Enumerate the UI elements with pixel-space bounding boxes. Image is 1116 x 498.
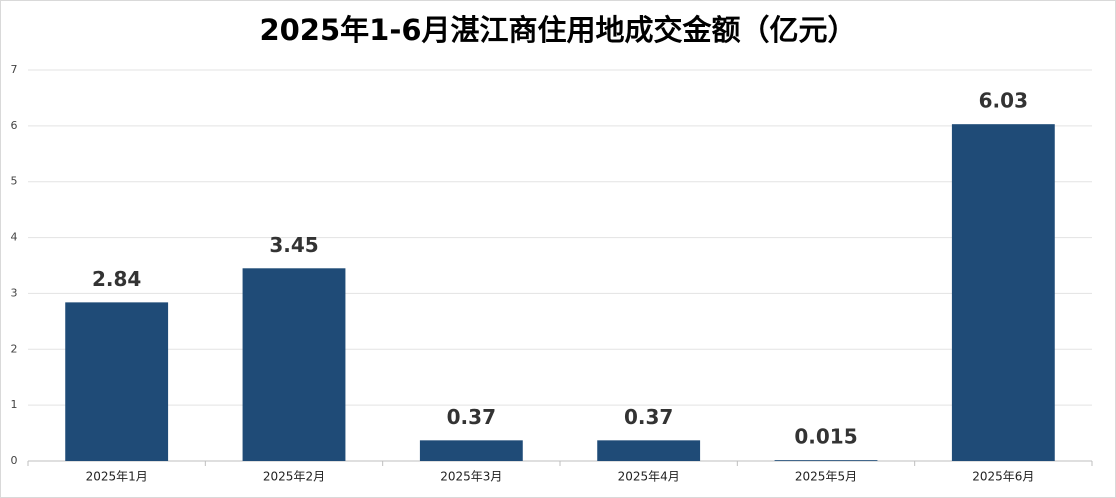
x-tick-label: 2025年4月	[618, 470, 680, 484]
data-label: 0.37	[447, 405, 496, 429]
bar	[419, 440, 523, 461]
bar	[951, 124, 1055, 461]
bar	[65, 302, 169, 461]
x-tick-label: 2025年1月	[86, 470, 148, 484]
chart-title: 2025年1-6月湛江商住用地成交金额（亿元）	[259, 13, 856, 47]
y-tick-label: 2	[11, 342, 18, 355]
x-tick-label: 2025年2月	[263, 470, 325, 484]
data-label: 3.45	[269, 233, 318, 257]
bar	[242, 268, 346, 461]
data-label: 6.03	[979, 89, 1028, 113]
data-label: 2.84	[92, 267, 141, 291]
bar	[774, 460, 878, 461]
y-tick-label: 1	[11, 398, 18, 411]
x-tick-label: 2025年6月	[972, 470, 1034, 484]
x-tick-label: 2025年5月	[795, 470, 857, 484]
y-tick-label: 7	[11, 63, 18, 76]
data-label: 0.015	[794, 425, 857, 449]
bar	[597, 440, 701, 461]
y-tick-label: 4	[11, 231, 18, 244]
y-tick-label: 6	[11, 119, 18, 132]
y-tick-label: 5	[11, 175, 18, 188]
y-tick-label: 0	[11, 454, 18, 467]
x-tick-label: 2025年3月	[440, 470, 502, 484]
y-tick-label: 3	[11, 286, 18, 299]
data-label: 0.37	[624, 405, 673, 429]
